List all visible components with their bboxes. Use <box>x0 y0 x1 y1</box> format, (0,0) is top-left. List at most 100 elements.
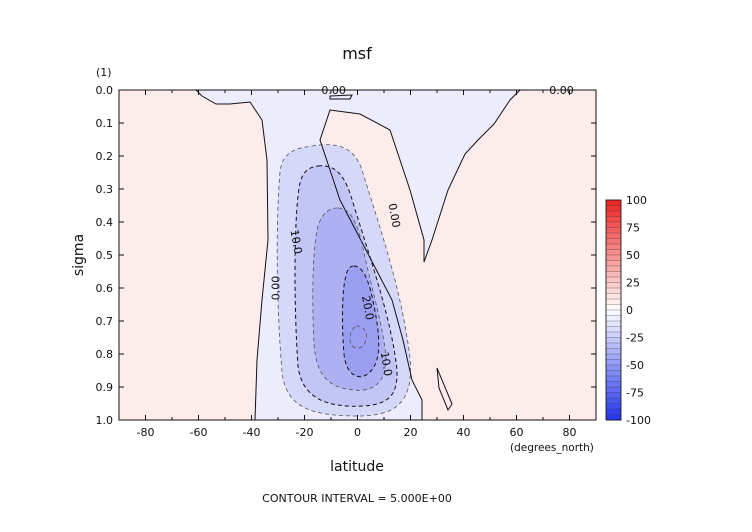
y-tick-label: 0.2 <box>96 150 114 163</box>
colorbar-tick-label: -100 <box>626 414 651 427</box>
contour-label-group: 0.00 <box>386 202 403 228</box>
colorbar-segment <box>605 271 622 278</box>
colorbar-segment <box>605 348 622 355</box>
y-axis-title: sigma <box>71 234 87 276</box>
y-tick-label: 0.1 <box>96 117 114 130</box>
colorbar-segment <box>605 414 622 421</box>
x-tick-label: 20 <box>404 426 418 439</box>
chart-title: msf <box>342 44 372 63</box>
zero-contour-west <box>195 90 269 420</box>
y-tick-label: 0.3 <box>96 183 114 196</box>
colorbar-segment <box>605 304 622 311</box>
contour-label-group: 10.0 <box>288 229 305 255</box>
colorbar-segment <box>605 320 622 327</box>
zero-contour-east <box>319 90 521 420</box>
negative-contour-lines <box>276 144 411 417</box>
colorbar-segment <box>605 227 622 234</box>
colorbar-segment <box>605 260 622 267</box>
colorbar-segment <box>605 205 622 212</box>
colorbar-segment <box>605 293 622 300</box>
x-units-label: (degrees_north) <box>510 442 594 454</box>
y-tick-label: 0.6 <box>96 282 114 295</box>
colorbar-tick-label: 75 <box>626 222 640 235</box>
colorbar-segment <box>605 309 622 316</box>
y-tick-label: 0.9 <box>96 381 114 394</box>
colorbar-segment <box>605 254 622 261</box>
colorbar-segment <box>605 216 622 223</box>
colorbar-segment <box>605 282 622 289</box>
colorbar-segment <box>605 342 622 349</box>
positive-triangle-fill <box>437 368 452 410</box>
colorbar-segment <box>605 331 622 338</box>
colorbar-frame <box>605 199 622 421</box>
y-axis: 0.0 0.1 0.2 0.3 0.4 0.5 0.6 0.7 0.8 0.9 1.0 <box>96 84 596 427</box>
colorbar-segment <box>605 392 622 399</box>
contour-label-group: 20.0 <box>359 295 376 321</box>
colorbar-segment <box>605 199 622 206</box>
colorbar-segment <box>605 298 622 305</box>
contour-label-group: 10.0 <box>378 351 395 377</box>
y-tick-label: 0.0 <box>96 84 114 97</box>
colorbar-segment <box>605 287 622 294</box>
contour-minus5 <box>276 144 411 417</box>
contour-label: 10.0 <box>378 351 395 377</box>
x-tick-label: 80 <box>563 426 577 439</box>
x-tick-label: -80 <box>137 426 155 439</box>
x-axis: -80 -60 -40 -20 0 20 40 60 80 <box>118 90 597 439</box>
colorbar-tick-label: -50 <box>626 359 644 372</box>
colorbar-segment <box>605 337 622 344</box>
colorbar-segment <box>605 232 622 239</box>
x-tick-label: 0 <box>354 426 361 439</box>
colorbar-segment <box>605 408 622 415</box>
x-axis-title: latitude <box>330 459 384 475</box>
colorbar-segment <box>605 276 622 283</box>
colorbar: 100 75 50 25 0 -25 -50 -75 -100 <box>605 194 651 427</box>
colorbar-segment <box>605 375 622 382</box>
colorbar-tick-label: 100 <box>626 194 647 207</box>
x-tick-label: -20 <box>296 426 314 439</box>
contour-label: 0.00 <box>386 202 403 228</box>
colorbar-segment <box>605 249 622 256</box>
contour-label: 20.0 <box>359 295 376 321</box>
colorbar-segment <box>605 397 622 404</box>
y-tick-label: 0.7 <box>96 315 114 328</box>
colorbar-segment <box>605 386 622 393</box>
colorbar-segment <box>605 370 622 377</box>
y-units-label: (1) <box>96 66 112 79</box>
x-tick-label: -40 <box>243 426 261 439</box>
contour-minus25 <box>349 325 367 349</box>
y-tick-label: 1.0 <box>96 414 114 427</box>
colorbar-segment <box>605 265 622 272</box>
colorbar-tick-label: 50 <box>626 249 640 262</box>
contour-label: 10.0 <box>288 229 305 255</box>
contour-label: 0.00 <box>269 276 282 301</box>
x-tick-label: 60 <box>510 426 524 439</box>
colorbar-segment <box>605 326 622 333</box>
contour-minus10 <box>294 165 398 407</box>
colorbar-segment <box>605 364 622 371</box>
colorbar-segment <box>605 221 622 228</box>
colorbar-tick-label: 25 <box>626 277 640 290</box>
contour-label-group: 0.00 <box>269 276 282 301</box>
y-tick-label: 0.8 <box>96 348 114 361</box>
colorbar-tick-label: -75 <box>626 387 644 400</box>
y-tick-label: 0.4 <box>96 216 114 229</box>
colorbar-tick-label: -25 <box>626 332 644 345</box>
contour-interval-note: CONTOUR INTERVAL = 5.000E+00 <box>262 492 452 505</box>
colorbar-segment <box>605 315 622 322</box>
colorbar-segment <box>605 359 622 366</box>
contour-minus20 <box>342 265 380 377</box>
contour-fill-minus20 <box>342 266 379 377</box>
colorbar-segment <box>605 353 622 360</box>
colorbar-tick-label: 0 <box>626 304 633 317</box>
x-tick-label: -60 <box>190 426 208 439</box>
colorbar-segment <box>605 210 622 217</box>
colorbar-segment <box>605 238 622 245</box>
colorbar-segment <box>605 243 622 250</box>
zero-contour-surface-loop <box>329 94 353 100</box>
y-tick-label: 0.5 <box>96 249 114 262</box>
colorbar-segment <box>605 381 622 388</box>
x-tick-label: 40 <box>457 426 471 439</box>
colorbar-segment <box>605 403 622 410</box>
